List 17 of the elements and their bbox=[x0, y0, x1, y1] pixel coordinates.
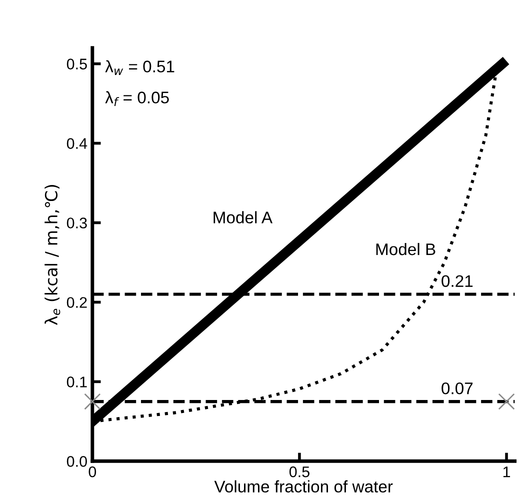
y-tick-label: 0.1 bbox=[66, 376, 87, 388]
x-tick-label: 0.5 bbox=[289, 466, 310, 478]
y-axis-title: λ$_{e}$ (kcal / m,h,℃) bbox=[44, 185, 60, 326]
ref-line-label: 0.21 bbox=[442, 275, 473, 287]
ref-line-label: 0.07 bbox=[442, 382, 473, 394]
annotation: λ$_{f}$ = 0.05 bbox=[105, 91, 169, 106]
annotation: λ$_{w}$ = 0.51 bbox=[105, 60, 174, 75]
x-tick-label: 1 bbox=[503, 466, 510, 478]
x-axis-title: Volume fraction of water bbox=[214, 480, 393, 493]
y-tick-label: 0.4 bbox=[66, 138, 88, 149]
y-tick-label: 0.0 bbox=[66, 456, 87, 467]
y-tick-label: 0.2 bbox=[66, 297, 87, 308]
y-tick-label: 0.3 bbox=[66, 218, 87, 228]
x-tick-label: 0 bbox=[88, 466, 96, 478]
y-tick-label: 0.5 bbox=[66, 58, 87, 70]
series-label: Model B bbox=[376, 242, 436, 256]
series-label: Model A bbox=[214, 211, 273, 224]
